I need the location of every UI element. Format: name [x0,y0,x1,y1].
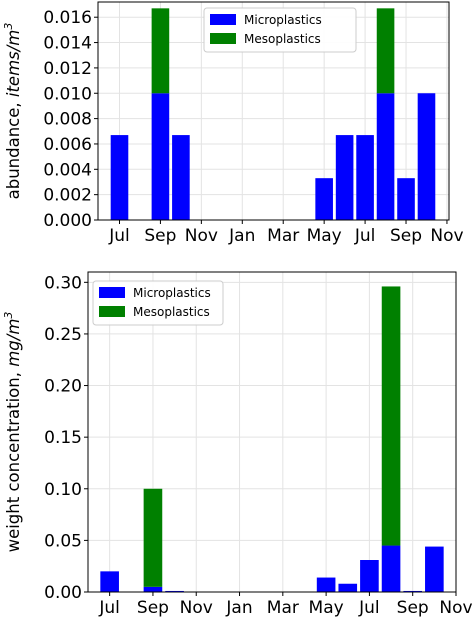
x-tick-label: Sep [144,226,176,246]
microplastics-bar [376,93,395,220]
legend-label: Microplastics [244,13,322,27]
legend: Microplastics Mesoplastics [92,280,224,326]
y-tick-label: 0.012 [43,59,92,79]
legend-box [92,280,224,326]
microplastics-bar [315,178,333,220]
x-tick-label: Nov [185,226,218,246]
y-tick-label: 0.006 [43,135,92,155]
microplastics-bar [360,560,379,592]
legend-swatch-mesoplastics [210,33,236,44]
y-tick-label: 0.00 [44,583,82,603]
y-tick-label: 0.10 [44,480,82,500]
microplastics-bar [417,93,436,220]
y-tick-label: 0.016 [43,8,92,28]
microplastics-bar [381,545,401,592]
chart-panel-2: 0.00 0.05 0.10 0.15 0.20 0.25 0.30 Jul Sep Nov Jan… [2,271,473,618]
x-tick-label: Sep [137,598,169,618]
legend-label: Mesoplastics [244,32,321,46]
legend: Microplastics Mesoplastics [203,7,357,53]
x-tick-label: Jul [358,598,380,618]
mesoplastics-bar [143,488,163,587]
microplastics-bar [356,135,374,220]
axes-frame [97,1,450,221]
microplastics-bar [165,590,184,592]
microplastics-bar [335,135,354,220]
y-tick-label: 0.014 [43,34,92,54]
y-tick-label: 0.000 [43,211,92,231]
y-tick-label: 0.20 [44,377,82,397]
microplastics-bar [425,546,444,592]
y-tick-label: 0.15 [44,428,82,448]
x-tick-label: Jul [354,226,376,246]
y-tick-label: 0.002 [43,186,92,206]
x-tick-label: Jan [225,598,252,618]
y-tick-label: 0.25 [44,325,82,345]
microplastics-bar [100,571,119,592]
microplastics-bar [338,583,358,592]
microplastics-bar [316,577,336,592]
legend-label: Mesoplastics [133,305,210,319]
microplastics-bar [397,178,415,220]
x-tick-label: Sep [390,226,422,246]
legend-swatch-microplastics [210,14,236,25]
x-tick-label: Jan [228,226,255,246]
microplastics-bar [151,93,170,220]
x-tick-label: May [307,226,342,246]
microplastics-bar [403,590,423,592]
y-axis-label: abundance, items/m3 [2,23,23,200]
x-tick-label: Nov [430,226,463,246]
x-tick-label: Mar [267,598,299,618]
chart-panel-1: 0.000 0.002 0.004 0.006 0.008 0.010 0.012 0.014… [2,1,464,246]
axes-frame [87,271,457,593]
legend-swatch-microplastics [99,287,125,298]
x-tick-label: Mar [267,226,299,246]
x-tick-label: May [309,598,344,618]
microplastics-bar [110,135,129,220]
mesoplastics-bar [151,8,170,94]
legend-box [203,7,357,53]
y-tick-label: 0.30 [44,273,82,293]
legend-label: Microplastics [133,286,211,300]
microplastics-bar [172,135,190,220]
mesoplastics-bar [381,286,401,546]
microplastics-bar [143,586,163,592]
y-tick-label: 0.004 [43,160,92,180]
x-tick-label: Jul [108,226,130,246]
mesoplastics-bar [376,8,395,94]
x-tick-label: Jul [98,598,120,618]
x-tick-label: Nov [180,598,213,618]
x-tick-label: Sep [397,598,429,618]
y-tick-label: 0.008 [43,110,92,130]
y-tick-label: 0.05 [44,531,82,551]
y-axis-label: weight concentration, mg/m3 [2,312,23,553]
x-tick-label: Nov [439,598,472,618]
legend-swatch-mesoplastics [99,306,125,317]
y-tick-label: 0.010 [43,84,92,104]
